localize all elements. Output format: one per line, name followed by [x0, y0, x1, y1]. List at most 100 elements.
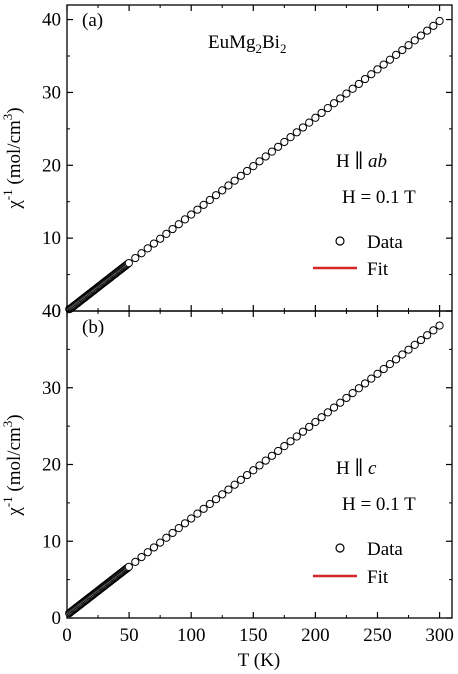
panel-b-data-point — [360, 379, 370, 388]
panel-b-ytick-label: 0 — [52, 608, 62, 629]
panel-b-data-point — [311, 417, 320, 427]
panel-b-data-point — [267, 451, 277, 460]
panel-a-data-point — [174, 220, 183, 229]
panel-b-data-point — [317, 413, 326, 422]
panel-a-data-point — [199, 200, 208, 209]
panel-a-data-point — [267, 147, 277, 156]
panel-b-label: (b) — [82, 317, 104, 338]
panel-a-data-point — [156, 234, 165, 243]
panel-b-data-point — [174, 524, 183, 533]
panel-a-data-point — [249, 162, 258, 171]
panel-b-xtick-label: 300 — [425, 625, 454, 646]
panel-a-data-point — [435, 16, 444, 26]
panel-a-field-direction-value: ab — [368, 151, 387, 172]
panel-a-data-point — [168, 224, 177, 234]
panel-a-data-layer — [65, 16, 444, 314]
panel-b-data-point — [193, 509, 202, 518]
panel-b-data-point — [199, 504, 208, 513]
panel-a-ytick-label: 0 — [52, 301, 62, 322]
panel-a-data-point — [410, 36, 419, 45]
panel-a-data-point — [180, 215, 190, 224]
panel-a-data-point — [131, 253, 140, 263]
panel-a-data-point — [218, 186, 227, 195]
panel-b-data-point — [242, 470, 252, 480]
panel-b-data-point — [373, 369, 382, 378]
panel-b-ytick-label: 10 — [42, 531, 61, 552]
panel-b-xtick-label: 50 — [120, 625, 139, 646]
panel-a-data-point — [367, 70, 376, 79]
panel-b-data-point — [156, 538, 165, 547]
panel-a-data-point — [230, 176, 239, 185]
panel-a-data-point — [317, 108, 326, 118]
panel-a-data-point — [242, 166, 252, 176]
panel-b-data-point — [292, 432, 301, 441]
panel-b-data-point — [342, 393, 351, 403]
panel-b-field-value: H = 0.1 T — [342, 494, 416, 515]
panel-b-field-direction-value: c — [368, 458, 377, 479]
panel-a-data-point — [360, 74, 370, 84]
panel-b-data-point — [236, 475, 245, 485]
panel-b-data-point — [305, 422, 314, 431]
panel-a-data-point — [193, 205, 202, 214]
panel-a-field-value: H = 0.1 T — [342, 187, 416, 208]
panel-b-data-point — [385, 360, 395, 369]
panel-b-data-point — [423, 331, 432, 340]
panel-b-legend-fit-label: Fit — [367, 567, 389, 588]
panel-b-data-point — [230, 480, 239, 489]
panel-b-data-point — [249, 466, 258, 475]
panel-b-data-point — [274, 446, 283, 456]
panel-b-data-point — [367, 374, 376, 383]
panel-a-data-point — [416, 31, 426, 40]
panel-b-xtick-label: 200 — [301, 625, 330, 646]
panel-a-data-point — [211, 191, 221, 200]
panel-b-data-point — [162, 533, 171, 542]
panel-a-data-point — [329, 99, 339, 108]
panel-a-data-point — [323, 104, 332, 113]
panel-a-data-point — [342, 89, 351, 98]
panel-b-data-point — [348, 388, 357, 398]
panel-a-data-point — [398, 45, 407, 55]
panel-a-title: EuMg2Bi2 — [208, 32, 286, 56]
panel-b-data-point — [149, 543, 159, 552]
panel-b-data-point — [323, 408, 332, 417]
panel-b-data-point — [224, 485, 233, 494]
panel-a-data-point — [423, 26, 432, 35]
panel-b-data-point — [124, 562, 133, 571]
panel-b-legend-data-marker — [335, 543, 345, 553]
panel-a-data-point — [286, 133, 295, 142]
panel-b-data-point — [218, 490, 227, 499]
panel-a-legend-fit-label: Fit — [367, 259, 389, 280]
panel-b-field-direction: H ∥ c — [336, 458, 377, 479]
panel-a-data-point — [236, 171, 245, 180]
panel-a-data-point — [280, 137, 289, 147]
panel-b-data-point — [137, 552, 146, 562]
panel-a-data-point — [143, 244, 152, 253]
panel-b-data-point — [261, 456, 270, 465]
panel-a-label: (a) — [82, 10, 103, 31]
panel-a-data-point — [305, 118, 314, 127]
panel-a-field-direction: H ∥ ab — [336, 151, 387, 172]
panel-a-data-point — [137, 249, 146, 258]
panel-a-data-point — [348, 84, 357, 93]
panel-b-data-point — [416, 335, 426, 345]
panel-a-data-point — [255, 157, 264, 166]
panel-a-data-point — [404, 41, 413, 50]
panel-b-data-point — [404, 345, 413, 354]
panel-b-data-point — [336, 398, 345, 407]
panel-b-data-point — [392, 355, 401, 364]
panel-a-data-point — [224, 181, 233, 190]
panel-a-ylabel: χ-1 (mol/cm3) — [0, 107, 25, 209]
panel-b-data-layer — [65, 321, 444, 618]
panel-b-legend-data-label: Data — [367, 539, 403, 560]
panel-b-data-point — [354, 384, 363, 393]
panel-a-data-point — [205, 195, 214, 205]
panel-b-xtick-label: 250 — [363, 625, 392, 646]
panel-b-data-point — [398, 350, 407, 359]
panel-b-ylabel: χ-1 (mol/cm3) — [0, 414, 25, 516]
panel-a-ytick-label: 30 — [42, 82, 61, 103]
panel-a-legend-data-label: Data — [367, 232, 403, 253]
panel-b-ytick-label: 20 — [42, 455, 61, 476]
